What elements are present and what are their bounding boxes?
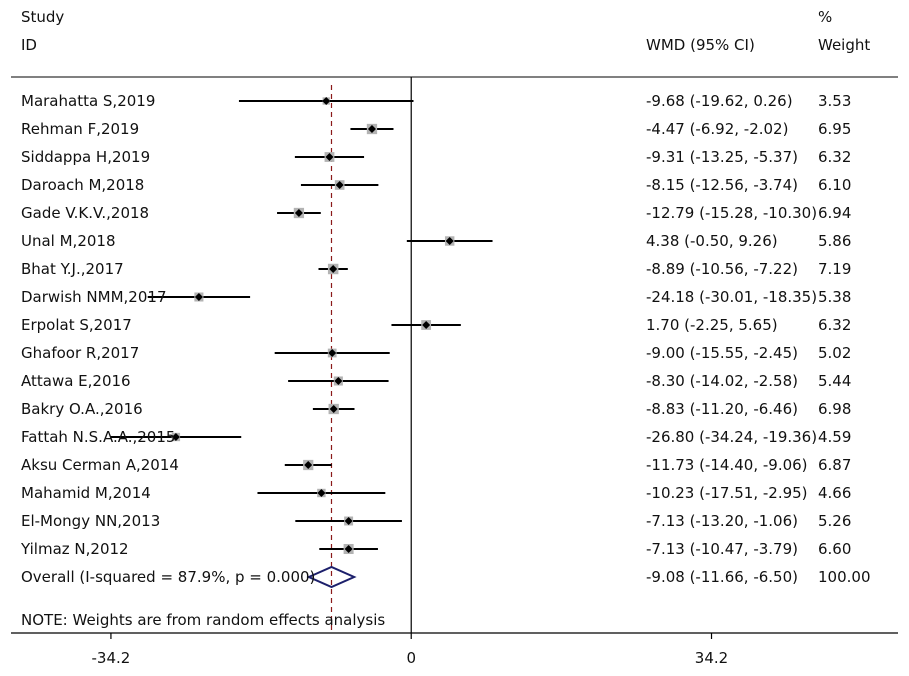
header-id: ID — [21, 36, 37, 54]
row-label-11: Attawa E,2016 — [21, 372, 131, 390]
header-study: Study — [21, 8, 65, 26]
x-tick-label-1: -34.2 — [91, 649, 131, 667]
point-estimate-7 — [329, 265, 338, 273]
row-weight-15: 4.66 — [818, 484, 852, 502]
x-tick-label-3: 34.2 — [694, 649, 729, 667]
row-weight-overall: 100.00 — [818, 568, 871, 586]
row-ci-10: -9.00 (-15.55, -2.45) — [646, 344, 798, 362]
plot-marks — [110, 97, 493, 589]
row-ci-4: -8.15 (-12.56, -3.74) — [646, 176, 798, 194]
row-label-4: Daroach M,2018 — [21, 176, 145, 194]
x-tick-label-2: 0 — [406, 649, 416, 667]
row-label-7: Bhat Y.J.,2017 — [21, 260, 124, 278]
overall-diamond — [306, 565, 357, 589]
row-weight-14: 6.87 — [818, 456, 852, 474]
point-estimate-9 — [422, 321, 431, 329]
row-label-15: Mahamid M,2014 — [21, 484, 151, 502]
row-ci-13: -26.80 (-34.24, -19.36) — [646, 428, 818, 446]
row-ci-16: -7.13 (-13.20, -1.06) — [646, 512, 798, 530]
row-label-5: Gade V.K.V.,2018 — [21, 204, 150, 222]
row-label-1: Marahatta S,2019 — [21, 92, 156, 110]
point-estimate-11 — [334, 377, 343, 385]
row-ci-14: -11.73 (-14.40, -9.06) — [646, 456, 808, 474]
row-weight-13: 4.59 — [818, 428, 852, 446]
row-label-9: Erpolat S,2017 — [21, 316, 132, 334]
row-weight-16: 5.26 — [818, 512, 852, 530]
row-label-10: Ghafoor R,2017 — [21, 344, 140, 362]
point-estimate-3 — [325, 153, 334, 161]
row-label-overall: Overall (I-squared = 87.9%, p = 0.000) — [21, 568, 316, 586]
row-label-6: Unal M,2018 — [21, 232, 116, 250]
row-weight-11: 5.44 — [818, 372, 852, 390]
row-ci-12: -8.83 (-11.20, -6.46) — [646, 400, 798, 418]
header-weight-symbol: % — [818, 8, 833, 26]
point-estimate-15 — [317, 489, 326, 497]
row-label-17: Yilmaz N,2012 — [21, 540, 129, 558]
row-label-8: Darwish NMM,2017 — [21, 288, 167, 306]
point-estimate-8 — [194, 293, 203, 301]
point-estimate-5 — [294, 209, 303, 217]
row-ci-1: -9.68 (-19.62, 0.26) — [646, 92, 793, 110]
row-weight-5: 6.94 — [818, 204, 852, 222]
header-effect: WMD (95% CI) — [646, 36, 755, 54]
row-weight-6: 5.86 — [818, 232, 852, 250]
plot-guides — [11, 76, 898, 639]
row-weight-2: 6.95 — [818, 120, 852, 138]
row-weight-3: 6.32 — [818, 148, 852, 166]
row-weight-10: 5.02 — [818, 344, 852, 362]
row-label-2: Rehman F,2019 — [21, 120, 140, 138]
point-estimate-4 — [335, 181, 344, 189]
header-weight: Weight — [818, 36, 871, 54]
row-weight-17: 6.60 — [818, 540, 852, 558]
point-estimate-17 — [344, 545, 353, 553]
row-weight-9: 6.32 — [818, 316, 852, 334]
row-label-16: El-Mongy NN,2013 — [21, 512, 161, 530]
row-ci-overall: -9.08 (-11.66, -6.50) — [646, 568, 798, 586]
row-weight-1: 3.53 — [818, 92, 852, 110]
row-ci-11: -8.30 (-14.02, -2.58) — [646, 372, 798, 390]
row-label-3: Siddappa H,2019 — [21, 148, 151, 166]
row-weight-7: 7.19 — [818, 260, 852, 278]
point-estimate-2 — [367, 125, 376, 133]
point-estimate-13 — [171, 433, 180, 441]
row-ci-8: -24.18 (-30.01, -18.35) — [646, 288, 818, 306]
row-ci-2: -4.47 (-6.92, -2.02) — [646, 120, 789, 138]
row-weight-12: 6.98 — [818, 400, 852, 418]
point-estimate-1 — [322, 97, 331, 105]
row-weight-4: 6.10 — [818, 176, 852, 194]
footnote: NOTE: Weights are from random effects an… — [21, 611, 386, 629]
point-estimate-16 — [344, 517, 353, 525]
row-ci-9: 1.70 (-2.25, 5.65) — [646, 316, 778, 334]
row-ci-17: -7.13 (-10.47, -3.79) — [646, 540, 798, 558]
row-ci-5: -12.79 (-15.28, -10.30) — [646, 204, 818, 222]
point-estimate-6 — [445, 237, 454, 245]
row-label-14: Aksu Cerman A,2014 — [21, 456, 179, 474]
point-estimate-12 — [329, 405, 338, 413]
row-label-12: Bakry O.A.,2016 — [21, 400, 143, 418]
row-ci-15: -10.23 (-17.51, -2.95) — [646, 484, 808, 502]
row-ci-6: 4.38 (-0.50, 9.26) — [646, 232, 778, 250]
row-ci-3: -9.31 (-13.25, -5.37) — [646, 148, 798, 166]
point-estimate-14 — [304, 461, 313, 469]
row-ci-7: -8.89 (-10.56, -7.22) — [646, 260, 798, 278]
point-estimate-10 — [328, 349, 337, 357]
row-label-13: Fattah N.S.A.A.,2015 — [21, 428, 176, 446]
row-weight-8: 5.38 — [818, 288, 852, 306]
